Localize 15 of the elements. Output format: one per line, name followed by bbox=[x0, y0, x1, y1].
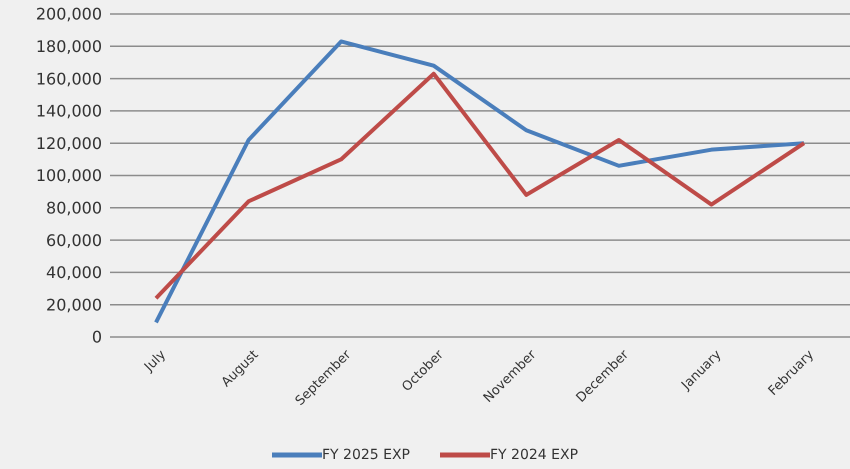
legend-label: FY 2025 EXP bbox=[322, 447, 410, 463]
y-tick-label: 0 bbox=[92, 328, 102, 347]
y-tick-label: 60,000 bbox=[46, 230, 102, 250]
line-series bbox=[154, 39, 806, 324]
y-tick-label: 20,000 bbox=[46, 295, 102, 314]
y-tick-label: 100,000 bbox=[36, 166, 102, 186]
y-tick-label: 40,000 bbox=[46, 263, 102, 282]
y-tick-label: 200,000 bbox=[36, 4, 102, 24]
y-tick-label: 160,000 bbox=[36, 69, 102, 88]
y-tick-label: 120,000 bbox=[36, 134, 102, 153]
y-tick-label: 180,000 bbox=[36, 36, 102, 56]
y-tick-label: 140,000 bbox=[36, 102, 102, 121]
legend-label: FY 2024 EXP bbox=[490, 447, 578, 463]
line-series bbox=[154, 72, 806, 300]
y-tick-label: 80,000 bbox=[46, 198, 102, 218]
